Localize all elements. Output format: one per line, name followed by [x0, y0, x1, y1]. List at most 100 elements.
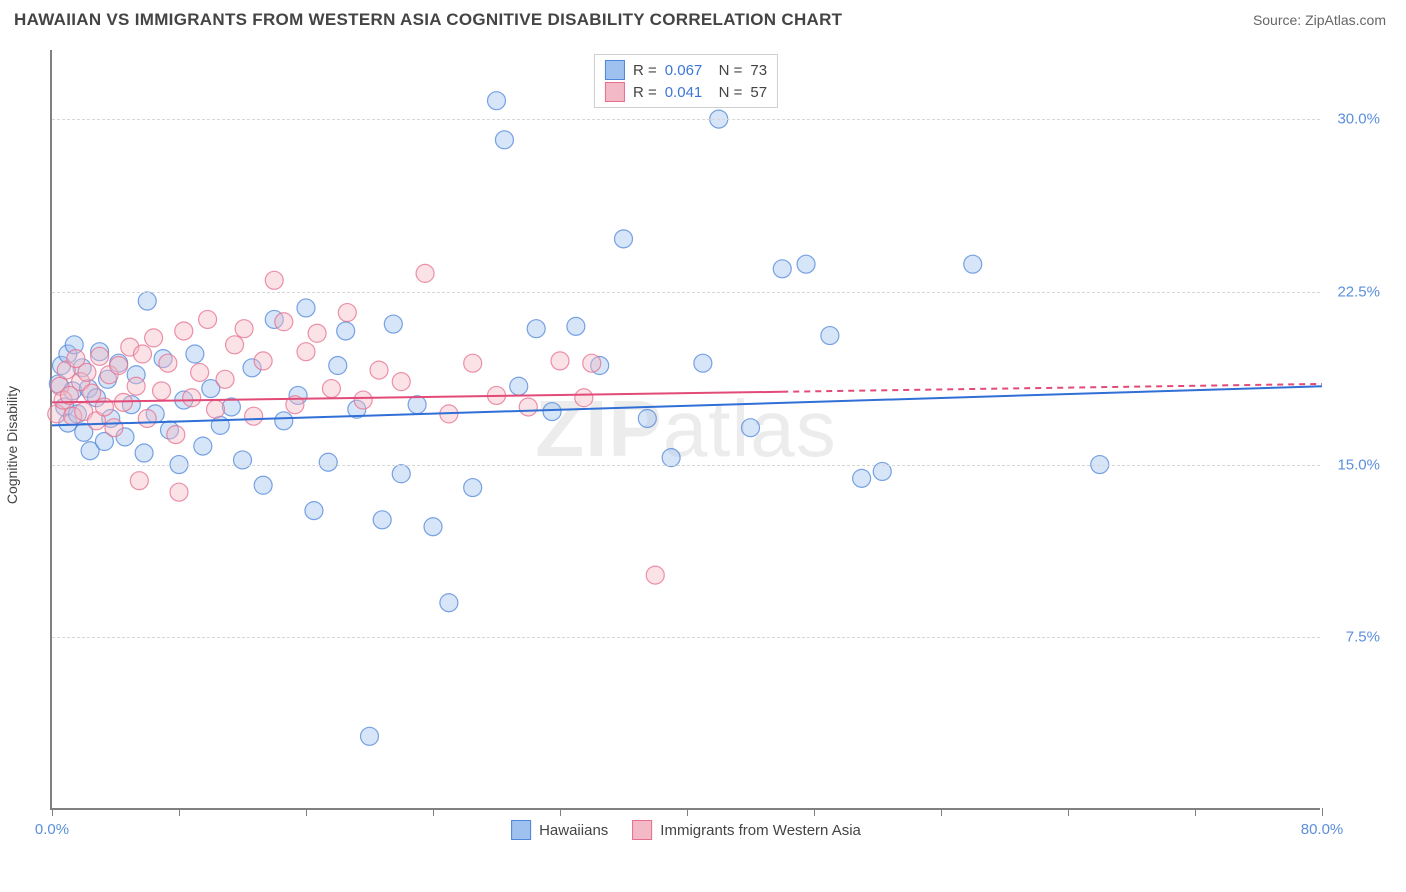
- data-point: [234, 451, 252, 469]
- plot-container: Cognitive Disability ZIPatlas R = 0.067 …: [50, 50, 1370, 840]
- data-point: [646, 566, 664, 584]
- source-prefix: Source:: [1253, 12, 1305, 28]
- data-point: [821, 327, 839, 345]
- legend-n-value: 73: [750, 62, 767, 79]
- data-point: [110, 357, 128, 375]
- data-point: [510, 377, 528, 395]
- data-point: [319, 453, 337, 471]
- data-point: [583, 354, 601, 372]
- data-point: [416, 264, 434, 282]
- data-point: [308, 324, 326, 342]
- data-point: [183, 389, 201, 407]
- legend-row: R = 0.067 N = 73: [605, 59, 767, 81]
- plot-area: ZIPatlas R = 0.067 N = 73R = 0.041 N = 5…: [50, 50, 1320, 810]
- x-tick-label: 0.0%: [35, 821, 69, 838]
- legend-r-label: R =: [633, 62, 657, 79]
- data-point: [392, 465, 410, 483]
- data-point: [322, 380, 340, 398]
- data-point: [551, 352, 569, 370]
- legend-r-value: 0.067: [665, 62, 703, 79]
- source-name: ZipAtlas.com: [1305, 12, 1386, 28]
- data-point: [138, 409, 156, 427]
- data-point: [138, 292, 156, 310]
- data-point: [797, 255, 815, 273]
- data-point: [105, 419, 123, 437]
- legend-n-label: N =: [710, 62, 742, 79]
- data-point: [495, 131, 513, 149]
- data-point: [91, 347, 109, 365]
- data-point: [370, 361, 388, 379]
- data-point: [338, 304, 356, 322]
- data-point: [167, 426, 185, 444]
- x-tick: [814, 808, 815, 816]
- data-point: [742, 419, 760, 437]
- x-tick: [941, 808, 942, 816]
- data-point: [194, 437, 212, 455]
- x-tick: [433, 808, 434, 816]
- data-point: [773, 260, 791, 278]
- series-legend-label: Hawaiians: [539, 822, 608, 839]
- legend-swatch: [511, 820, 531, 840]
- legend-r-label: R =: [633, 84, 657, 101]
- data-point: [297, 299, 315, 317]
- data-point: [361, 727, 379, 745]
- data-point: [226, 336, 244, 354]
- data-point: [464, 354, 482, 372]
- data-point: [567, 317, 585, 335]
- data-point: [519, 398, 537, 416]
- data-point: [527, 320, 545, 338]
- y-tick-label: 15.0%: [1325, 456, 1380, 473]
- data-point: [424, 518, 442, 536]
- gridline: [52, 637, 1320, 638]
- trend-line: [52, 386, 1322, 425]
- data-point: [254, 352, 272, 370]
- y-tick-label: 22.5%: [1325, 283, 1380, 300]
- series-legend-label: Immigrants from Western Asia: [660, 822, 861, 839]
- series-legend-item: Immigrants from Western Asia: [632, 820, 861, 840]
- data-point: [694, 354, 712, 372]
- data-point: [392, 373, 410, 391]
- data-point: [83, 384, 101, 402]
- data-point: [373, 511, 391, 529]
- x-tick: [1195, 808, 1196, 816]
- data-point: [964, 255, 982, 273]
- y-axis-label: Cognitive Disability: [4, 386, 20, 504]
- data-point: [145, 329, 163, 347]
- source-label: Source: ZipAtlas.com: [1253, 12, 1386, 28]
- legend-swatch: [605, 60, 625, 80]
- data-point: [245, 407, 263, 425]
- data-point: [853, 469, 871, 487]
- data-point: [235, 320, 253, 338]
- data-point: [153, 382, 171, 400]
- y-tick-label: 30.0%: [1325, 111, 1380, 128]
- data-point: [191, 363, 209, 381]
- legend-swatch: [632, 820, 652, 840]
- data-point: [265, 271, 283, 289]
- data-point: [354, 391, 372, 409]
- chart-title: HAWAIIAN VS IMMIGRANTS FROM WESTERN ASIA…: [14, 10, 842, 30]
- data-point: [199, 310, 217, 328]
- data-point: [207, 400, 225, 418]
- data-point: [337, 322, 355, 340]
- data-point: [159, 354, 177, 372]
- data-point: [130, 472, 148, 490]
- data-point: [170, 483, 188, 501]
- data-point: [543, 403, 561, 421]
- data-point: [133, 345, 151, 363]
- data-point: [638, 409, 656, 427]
- data-point: [329, 357, 347, 375]
- x-tick: [687, 808, 688, 816]
- series-legend-item: Hawaiians: [511, 820, 608, 840]
- x-tick-label: 80.0%: [1301, 821, 1344, 838]
- series-legend: Hawaiians Immigrants from Western Asia: [511, 820, 861, 840]
- legend-swatch: [605, 82, 625, 102]
- x-tick: [1322, 808, 1323, 816]
- data-point: [488, 92, 506, 110]
- data-point: [275, 313, 293, 331]
- correlation-legend: R = 0.067 N = 73R = 0.041 N = 57: [594, 54, 778, 108]
- data-point: [408, 396, 426, 414]
- data-point: [135, 444, 153, 462]
- data-point: [78, 363, 96, 381]
- gridline: [52, 465, 1320, 466]
- data-point: [384, 315, 402, 333]
